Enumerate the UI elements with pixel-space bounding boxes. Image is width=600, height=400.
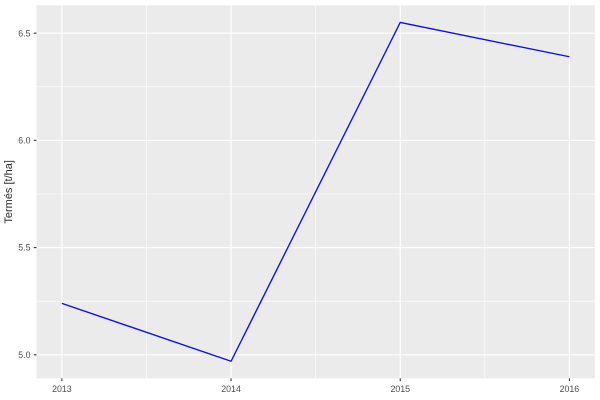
x-tick-label: 2014	[221, 384, 241, 394]
y-tick-label: 5.5	[18, 243, 30, 253]
x-tick-label: 2016	[560, 384, 580, 394]
y-tick-label: 5.0	[18, 350, 30, 360]
x-tick-label: 2013	[52, 384, 72, 394]
y-axis-title: Termés [t/ha]	[3, 160, 15, 224]
x-tick-label: 2015	[390, 384, 410, 394]
data-line	[61, 21, 570, 362]
y-tick-label: 6.0	[18, 135, 30, 145]
y-tick-label: 6.5	[18, 28, 30, 38]
